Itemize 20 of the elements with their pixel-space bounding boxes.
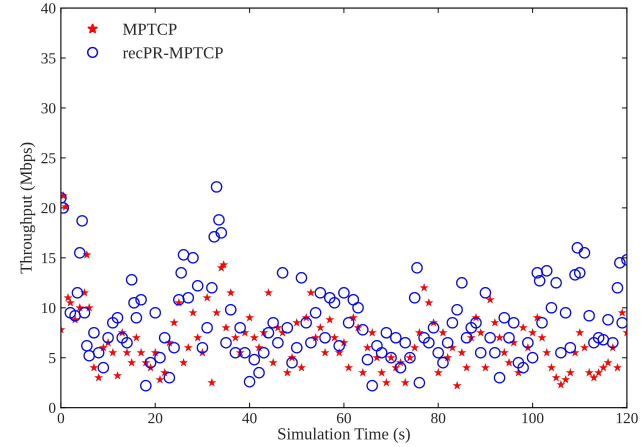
y-tick-label: 20 <box>41 202 56 214</box>
x-tick-label: 60 <box>336 412 351 424</box>
y-tick-label: 40 <box>41 3 56 14</box>
x-axis-title: Simulation Time (s) <box>278 428 410 443</box>
y-tick-label: 25 <box>41 153 56 164</box>
x-tick-label: 120 <box>616 412 638 424</box>
x-tick-label: 20 <box>148 412 162 424</box>
y-tick-label: 15 <box>42 253 56 264</box>
y-axis-title: Throughput (Mbps) <box>20 142 36 274</box>
x-tick-label: 100 <box>522 412 544 424</box>
y-tick-label: 5 <box>49 353 56 364</box>
x-tick-label: 40 <box>242 412 257 424</box>
y-tick-label: 30 <box>41 103 56 114</box>
y-tick-label: 10 <box>42 302 56 314</box>
x-tick-label: 0 <box>58 412 64 424</box>
y-tick-label: 0 <box>48 402 56 414</box>
y-tick-label: 35 <box>41 53 56 64</box>
x-tick-label: 80 <box>431 412 446 424</box>
legend-label: recPR-MPTCP <box>122 47 223 58</box>
legend-label: MPTCP <box>123 24 177 35</box>
